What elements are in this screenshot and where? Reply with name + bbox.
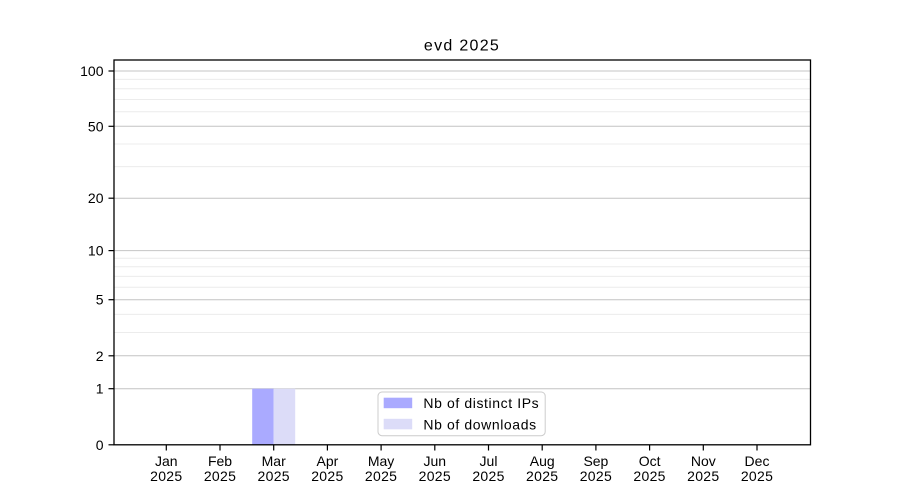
svg-text:Apr: Apr: [317, 453, 339, 469]
svg-text:evd 2025: evd 2025: [424, 38, 500, 55]
svg-text:1: 1: [96, 381, 104, 397]
svg-text:Dec: Dec: [745, 453, 770, 469]
svg-text:Nb of distinct IPs: Nb of distinct IPs: [423, 395, 539, 411]
svg-text:2025: 2025: [633, 468, 665, 484]
svg-text:2025: 2025: [365, 468, 397, 484]
svg-text:2: 2: [96, 348, 104, 364]
svg-text:20: 20: [88, 190, 104, 206]
svg-text:Aug: Aug: [530, 453, 555, 469]
svg-text:50: 50: [88, 118, 104, 134]
svg-text:2025: 2025: [687, 468, 719, 484]
svg-text:2025: 2025: [741, 468, 773, 484]
svg-text:0: 0: [96, 437, 104, 453]
svg-text:Jan: Jan: [155, 453, 178, 469]
svg-text:2025: 2025: [311, 468, 343, 484]
svg-text:10: 10: [88, 243, 104, 259]
svg-text:May: May: [368, 453, 394, 469]
svg-text:2025: 2025: [472, 468, 504, 484]
svg-text:2025: 2025: [258, 468, 290, 484]
svg-text:Jul: Jul: [480, 453, 498, 469]
svg-text:Feb: Feb: [208, 453, 232, 469]
svg-text:2025: 2025: [526, 468, 558, 484]
svg-text:Nb of downloads: Nb of downloads: [423, 416, 536, 432]
svg-text:2025: 2025: [419, 468, 451, 484]
svg-text:5: 5: [96, 292, 104, 308]
svg-text:Sep: Sep: [583, 453, 608, 469]
svg-text:2025: 2025: [204, 468, 236, 484]
svg-text:2025: 2025: [150, 468, 182, 484]
svg-text:2025: 2025: [580, 468, 612, 484]
svg-text:Mar: Mar: [262, 453, 286, 469]
svg-text:Nov: Nov: [691, 453, 716, 469]
svg-text:Oct: Oct: [639, 453, 661, 469]
svg-text:Jun: Jun: [424, 453, 447, 469]
svg-text:100: 100: [80, 63, 104, 79]
